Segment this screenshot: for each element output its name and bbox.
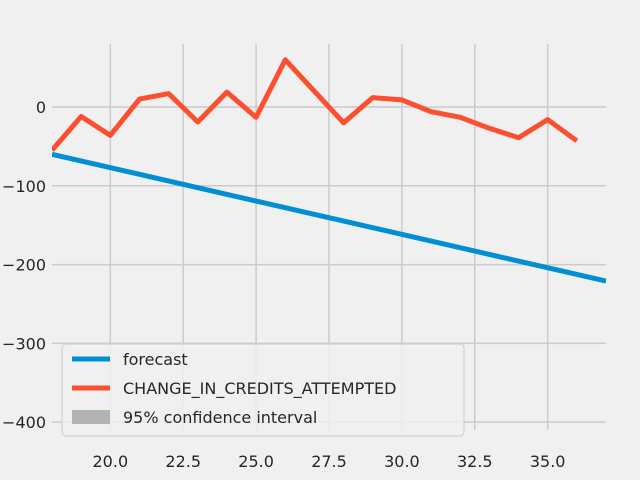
legend-box: [61, 343, 465, 437]
series-line-0: [52, 151, 606, 284]
legend-item: forecast: [72, 350, 188, 369]
x-axis: 20.0 22.5 25.0 27.5 30.0 32.5 35.0: [93, 452, 566, 471]
x-tick-label: 25.0: [238, 452, 274, 471]
y-tick-label: 0: [36, 98, 46, 117]
y-tick-label: −400: [2, 413, 46, 432]
series-line-1: [52, 57, 579, 152]
series-1: [52, 57, 579, 152]
legend-label: CHANGE_IN_CREDITS_ATTEMPTED: [123, 379, 396, 399]
x-tick-label: 20.0: [93, 452, 129, 471]
x-tick-label: 30.0: [384, 452, 420, 471]
legend: forecast CHANGE_IN_CREDITS_ATTEMPTED 95% c…: [61, 343, 465, 437]
legend-label: forecast: [123, 350, 188, 369]
grid: [52, 44, 606, 430]
series-0: [52, 151, 606, 284]
legend-item: CHANGE_IN_CREDITS_ATTEMPTED: [72, 379, 396, 399]
series-layer: [52, 57, 606, 284]
x-tick-label: 27.5: [311, 452, 347, 471]
x-tick-label: 22.5: [165, 452, 201, 471]
y-axis: 0 −100 −200 −300 −400: [2, 98, 46, 432]
y-tick-label: −200: [2, 256, 46, 275]
y-tick-label: −300: [2, 334, 46, 353]
x-tick-label: 32.5: [457, 452, 493, 471]
x-tick-label: 35.0: [530, 452, 566, 471]
legend-patch-icon: [72, 410, 110, 424]
legend-label: 95% confidence interval: [123, 408, 317, 427]
legend-item: 95% confidence interval: [72, 408, 317, 427]
y-tick-label: −100: [2, 177, 46, 196]
